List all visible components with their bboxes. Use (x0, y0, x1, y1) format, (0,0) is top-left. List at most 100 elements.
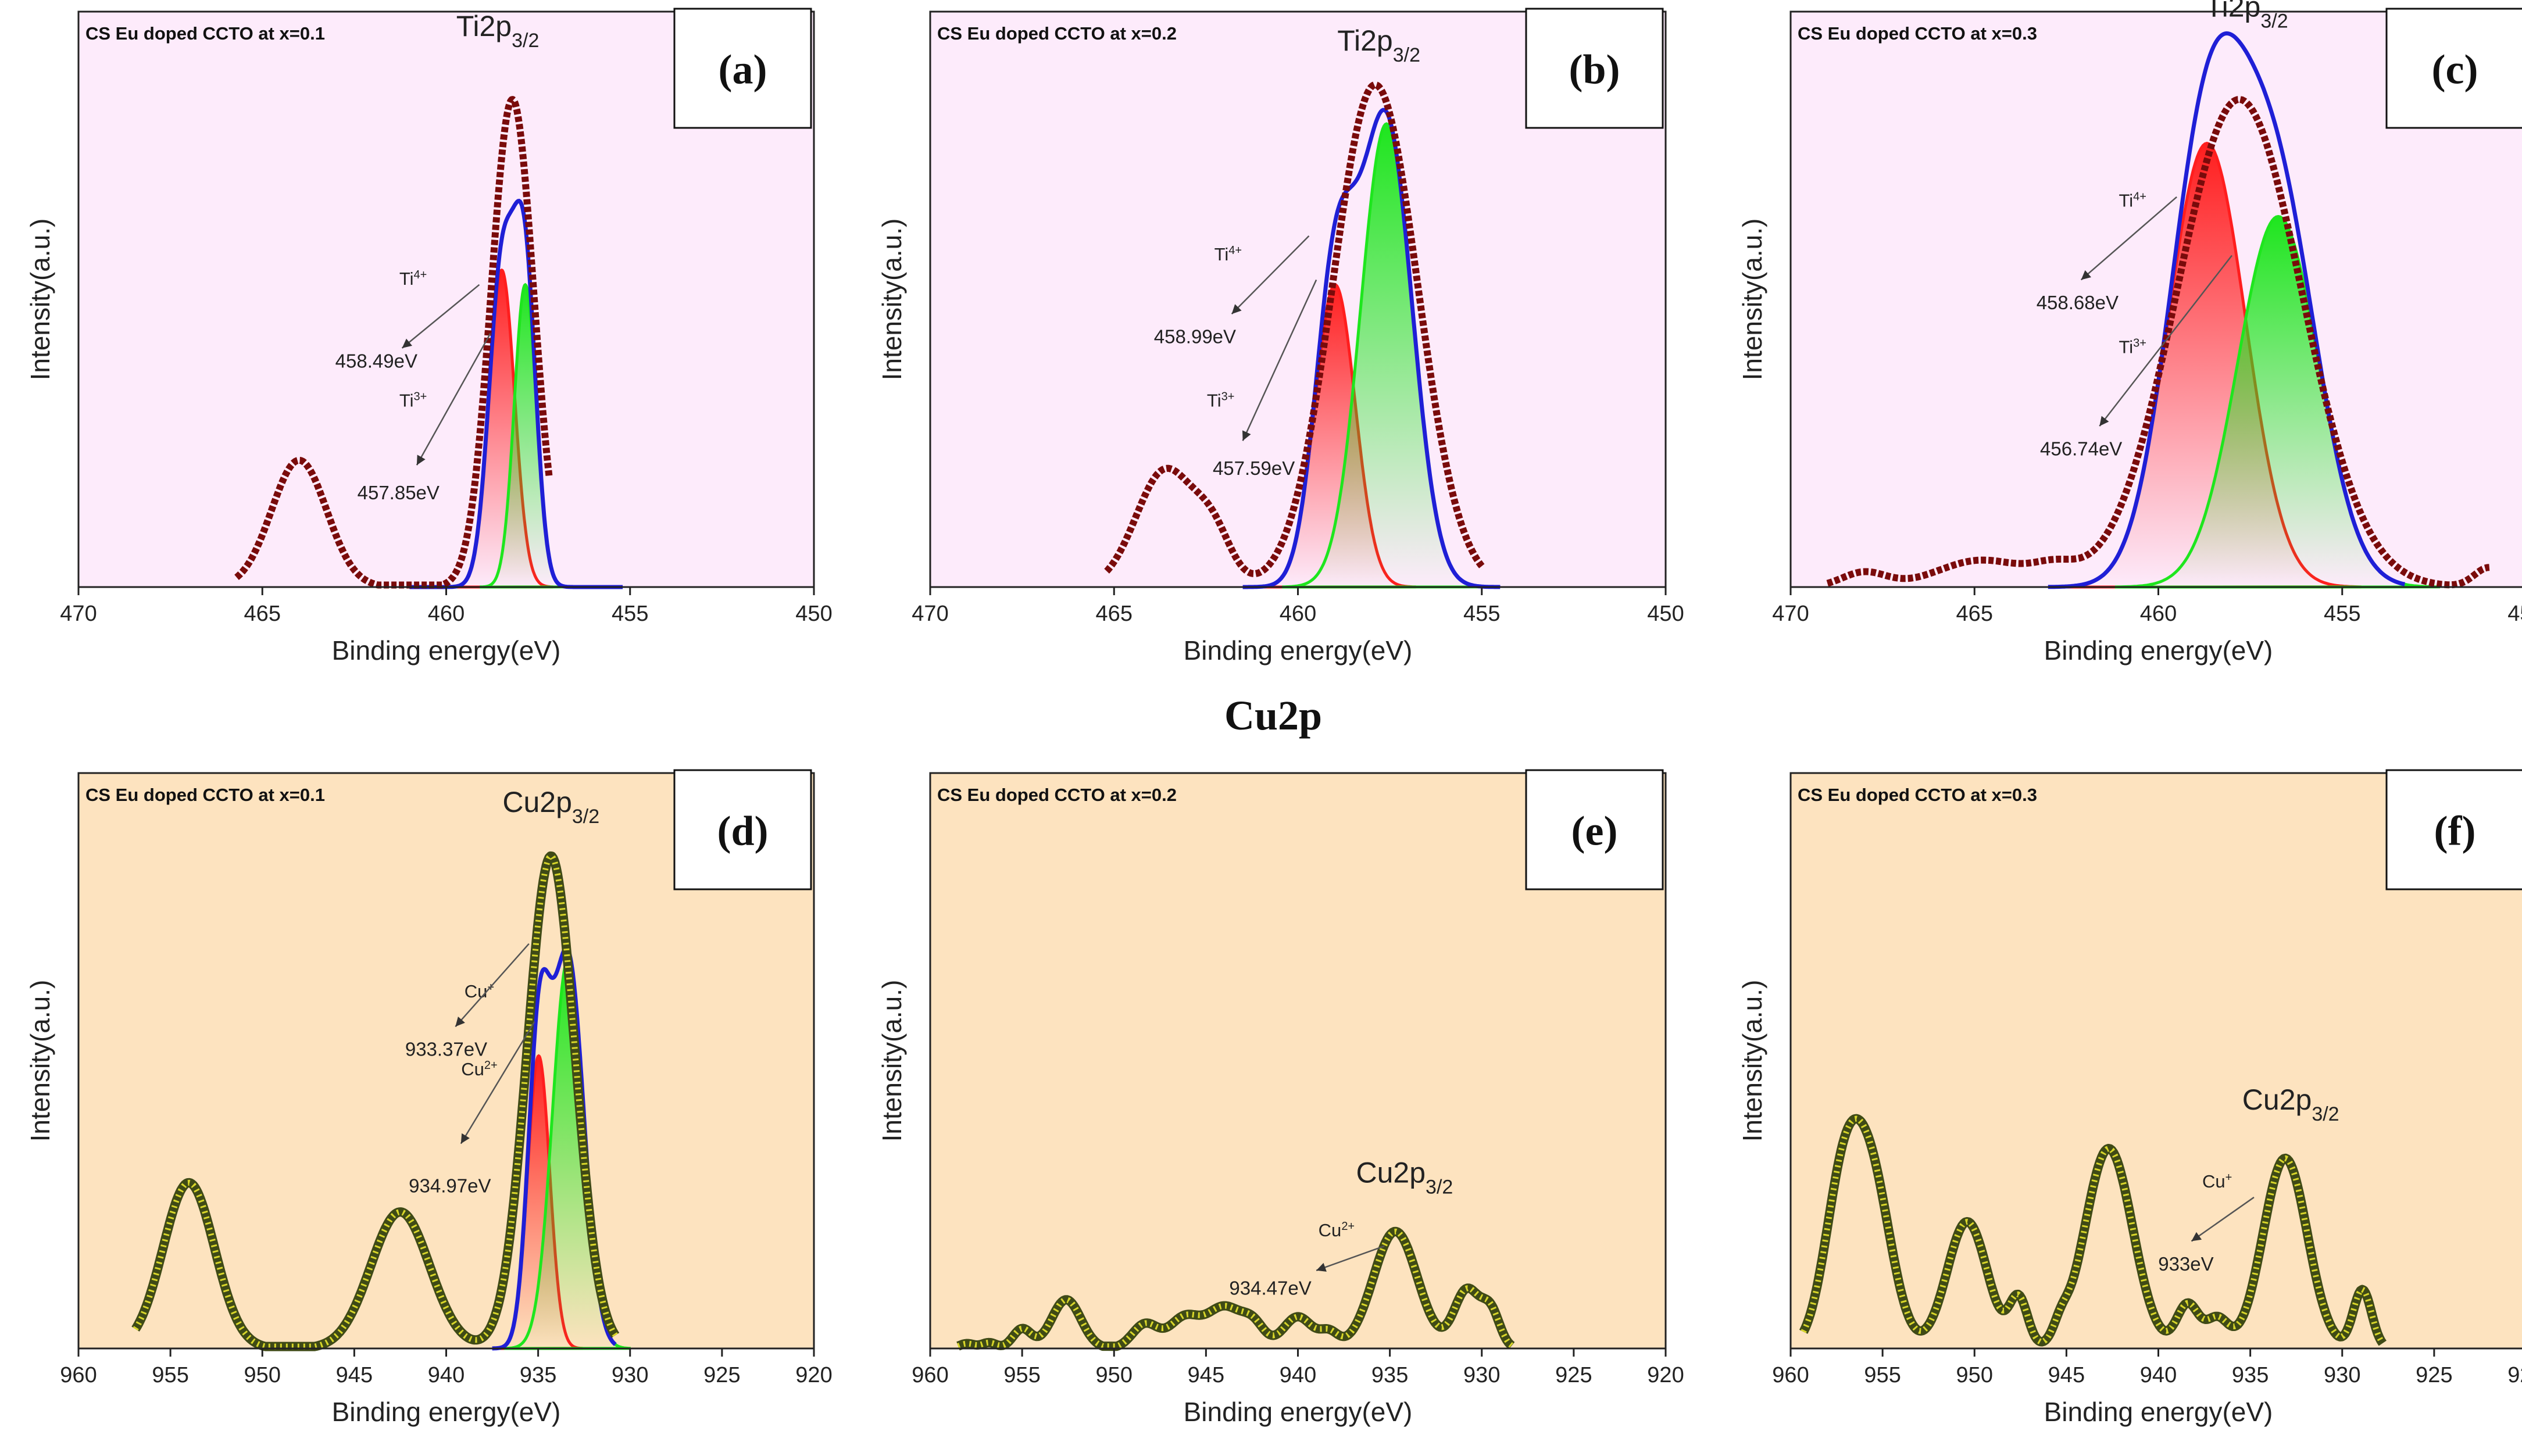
species-label: Ti3+ (2119, 337, 2146, 357)
x-axis-label: Binding energy(eV) (2044, 635, 2273, 666)
x-tick-label: 470 (1772, 602, 1809, 626)
x-axis-label: Binding energy(eV) (1184, 1397, 1413, 1427)
raw-data-series (1799, 1114, 2387, 1347)
y-axis-label: Intensity(a.u.) (877, 980, 907, 1142)
annotation-arrow-line (455, 943, 530, 1028)
species-label-superscript: 4+ (1228, 244, 1242, 257)
species-label-base: Ti (399, 391, 414, 411)
species-label: Ti4+ (1214, 244, 1242, 264)
raw-data-series (955, 1226, 1515, 1351)
x-tick-label: 455 (612, 602, 648, 626)
species-label-base: Cu (2202, 1171, 2225, 1192)
annotation-arrow-head (1242, 430, 1251, 441)
x-tick-label: 465 (1956, 602, 1993, 626)
y-axis-label: Intensity(a.u.) (25, 980, 55, 1142)
raw-data-markers (133, 853, 618, 1350)
y-axis-label: Intensity(a.u.) (1737, 980, 1767, 1142)
species-label-base: Cu (1319, 1220, 1342, 1240)
annotation-arrow-line (1316, 1245, 1385, 1271)
x-tick-label: 455 (2324, 602, 2360, 626)
x-tick-label: 945 (1188, 1363, 1224, 1387)
x-tick-label: 460 (1280, 602, 1316, 626)
x-tick-label: 925 (1555, 1363, 1592, 1387)
species-label-base: Cu (465, 981, 488, 1001)
annotation-arrow-head (1316, 1262, 1327, 1272)
annotation-arrow-line (416, 333, 491, 466)
x-tick-label: 920 (1647, 1363, 1684, 1387)
x-tick-label: 450 (2507, 602, 2522, 626)
panel-d: 960 955 950 945 940 935 930 925 920 Binding energ… (25, 769, 833, 1427)
panels-layer: 470 465 460 455 450 Binding energy(eV) Intensi… (25, 0, 2522, 1427)
x-tick-label: 470 (60, 602, 97, 626)
panel-e: 960 955 950 945 940 935 930 925 920 Binding energ… (877, 769, 1684, 1427)
annotation-arrow-line (460, 1021, 535, 1144)
sample-note: CS Eu doped CCTO at x=0.2 (937, 785, 1177, 805)
x-tick-label: 950 (1096, 1363, 1133, 1387)
panel-label: (e) (1571, 808, 1618, 854)
x-tick-label: 960 (60, 1363, 97, 1387)
x-tick-label: 960 (912, 1363, 948, 1387)
annotation-arrow-line (1242, 279, 1317, 441)
species-label: Cu+ (2202, 1171, 2232, 1192)
sample-note: CS Eu doped CCTO at x=0.1 (85, 23, 325, 44)
sample-note: CS Eu doped CCTO at x=0.3 (1798, 785, 2037, 805)
raw-data-outline (955, 1226, 1515, 1351)
species-label-base: Ti (1207, 391, 1221, 411)
peak-label: Cu2p3/2 (1356, 1157, 1453, 1199)
annotation-arrow-line (401, 284, 480, 349)
species-label-base: Cu (461, 1059, 484, 1079)
panel-label-box (2385, 8, 2522, 129)
x-tick-label: 930 (1463, 1363, 1500, 1387)
x-tick-label: 955 (1864, 1363, 1901, 1387)
species-label-superscript: + (2225, 1171, 2232, 1184)
x-tick-label: 950 (1956, 1363, 1993, 1387)
species-label-base: Ti (399, 269, 414, 289)
y-axis-label: Intensity(a.u.) (877, 219, 907, 381)
x-tick-label: 930 (612, 1363, 648, 1387)
annotation-arrow-head (1231, 304, 1242, 314)
raw-data-markers (234, 96, 553, 589)
panel-label: (f) (2434, 808, 2476, 854)
species-label-superscript: 2+ (484, 1059, 498, 1072)
species-label: Ti4+ (399, 269, 427, 289)
x-tick-label: 455 (1463, 602, 1500, 626)
peak-label-subscript: 3/2 (1393, 44, 1420, 66)
binding-energy-value: 458.99eV (1154, 326, 1236, 348)
raw-data-series (1104, 81, 1485, 577)
panel-label-box (2385, 769, 2522, 890)
species-label-base: Ti (2119, 191, 2133, 211)
peak-label-main: Ti2p (456, 10, 512, 42)
panel-label: (a) (719, 46, 767, 93)
peak-label: Cu2p3/2 (2242, 1083, 2339, 1125)
x-tick-label: 950 (244, 1363, 281, 1387)
x-tick-label: 960 (1772, 1363, 1809, 1387)
species-label: Ti3+ (399, 391, 427, 411)
peak-label-main: Cu2p (502, 786, 572, 818)
panel-f: 960 955 950 945 940 935 930 925 920 Binding energ… (1737, 769, 2522, 1427)
x-tick-label: 945 (2048, 1363, 2085, 1387)
annotation-arrow-head (402, 338, 412, 348)
species-label: Cu2+ (1319, 1220, 1355, 1240)
x-tick-label: 450 (1647, 602, 1684, 626)
panel-label: (d) (717, 808, 769, 854)
panel-label-box (673, 769, 812, 890)
x-tick-label: 935 (1371, 1363, 1408, 1387)
annotation-arrow-line (2191, 1196, 2255, 1242)
annotation-arrow-head (2081, 270, 2091, 280)
sample-note: CS Eu doped CCTO at x=0.1 (85, 785, 325, 805)
peak-label-main: Cu2p (2242, 1083, 2312, 1116)
x-tick-label: 935 (520, 1363, 556, 1387)
species-label-superscript: 4+ (2133, 191, 2146, 203)
y-axis-label: Intensity(a.u.) (25, 219, 55, 381)
x-tick-label: 955 (1003, 1363, 1040, 1387)
peak-label-subscript: 3/2 (1426, 1176, 1453, 1199)
x-tick-label: 470 (912, 602, 948, 626)
raw-data-series (131, 851, 620, 1351)
panel-label-box (1525, 8, 1664, 129)
binding-energy-value: 934.97eV (409, 1175, 491, 1197)
x-axis-label: Binding energy(eV) (332, 635, 561, 666)
x-axis-label: Binding energy(eV) (2044, 1397, 2273, 1427)
annotation-arrow-head (2191, 1232, 2202, 1242)
x-tick-label: 940 (2140, 1363, 2177, 1387)
